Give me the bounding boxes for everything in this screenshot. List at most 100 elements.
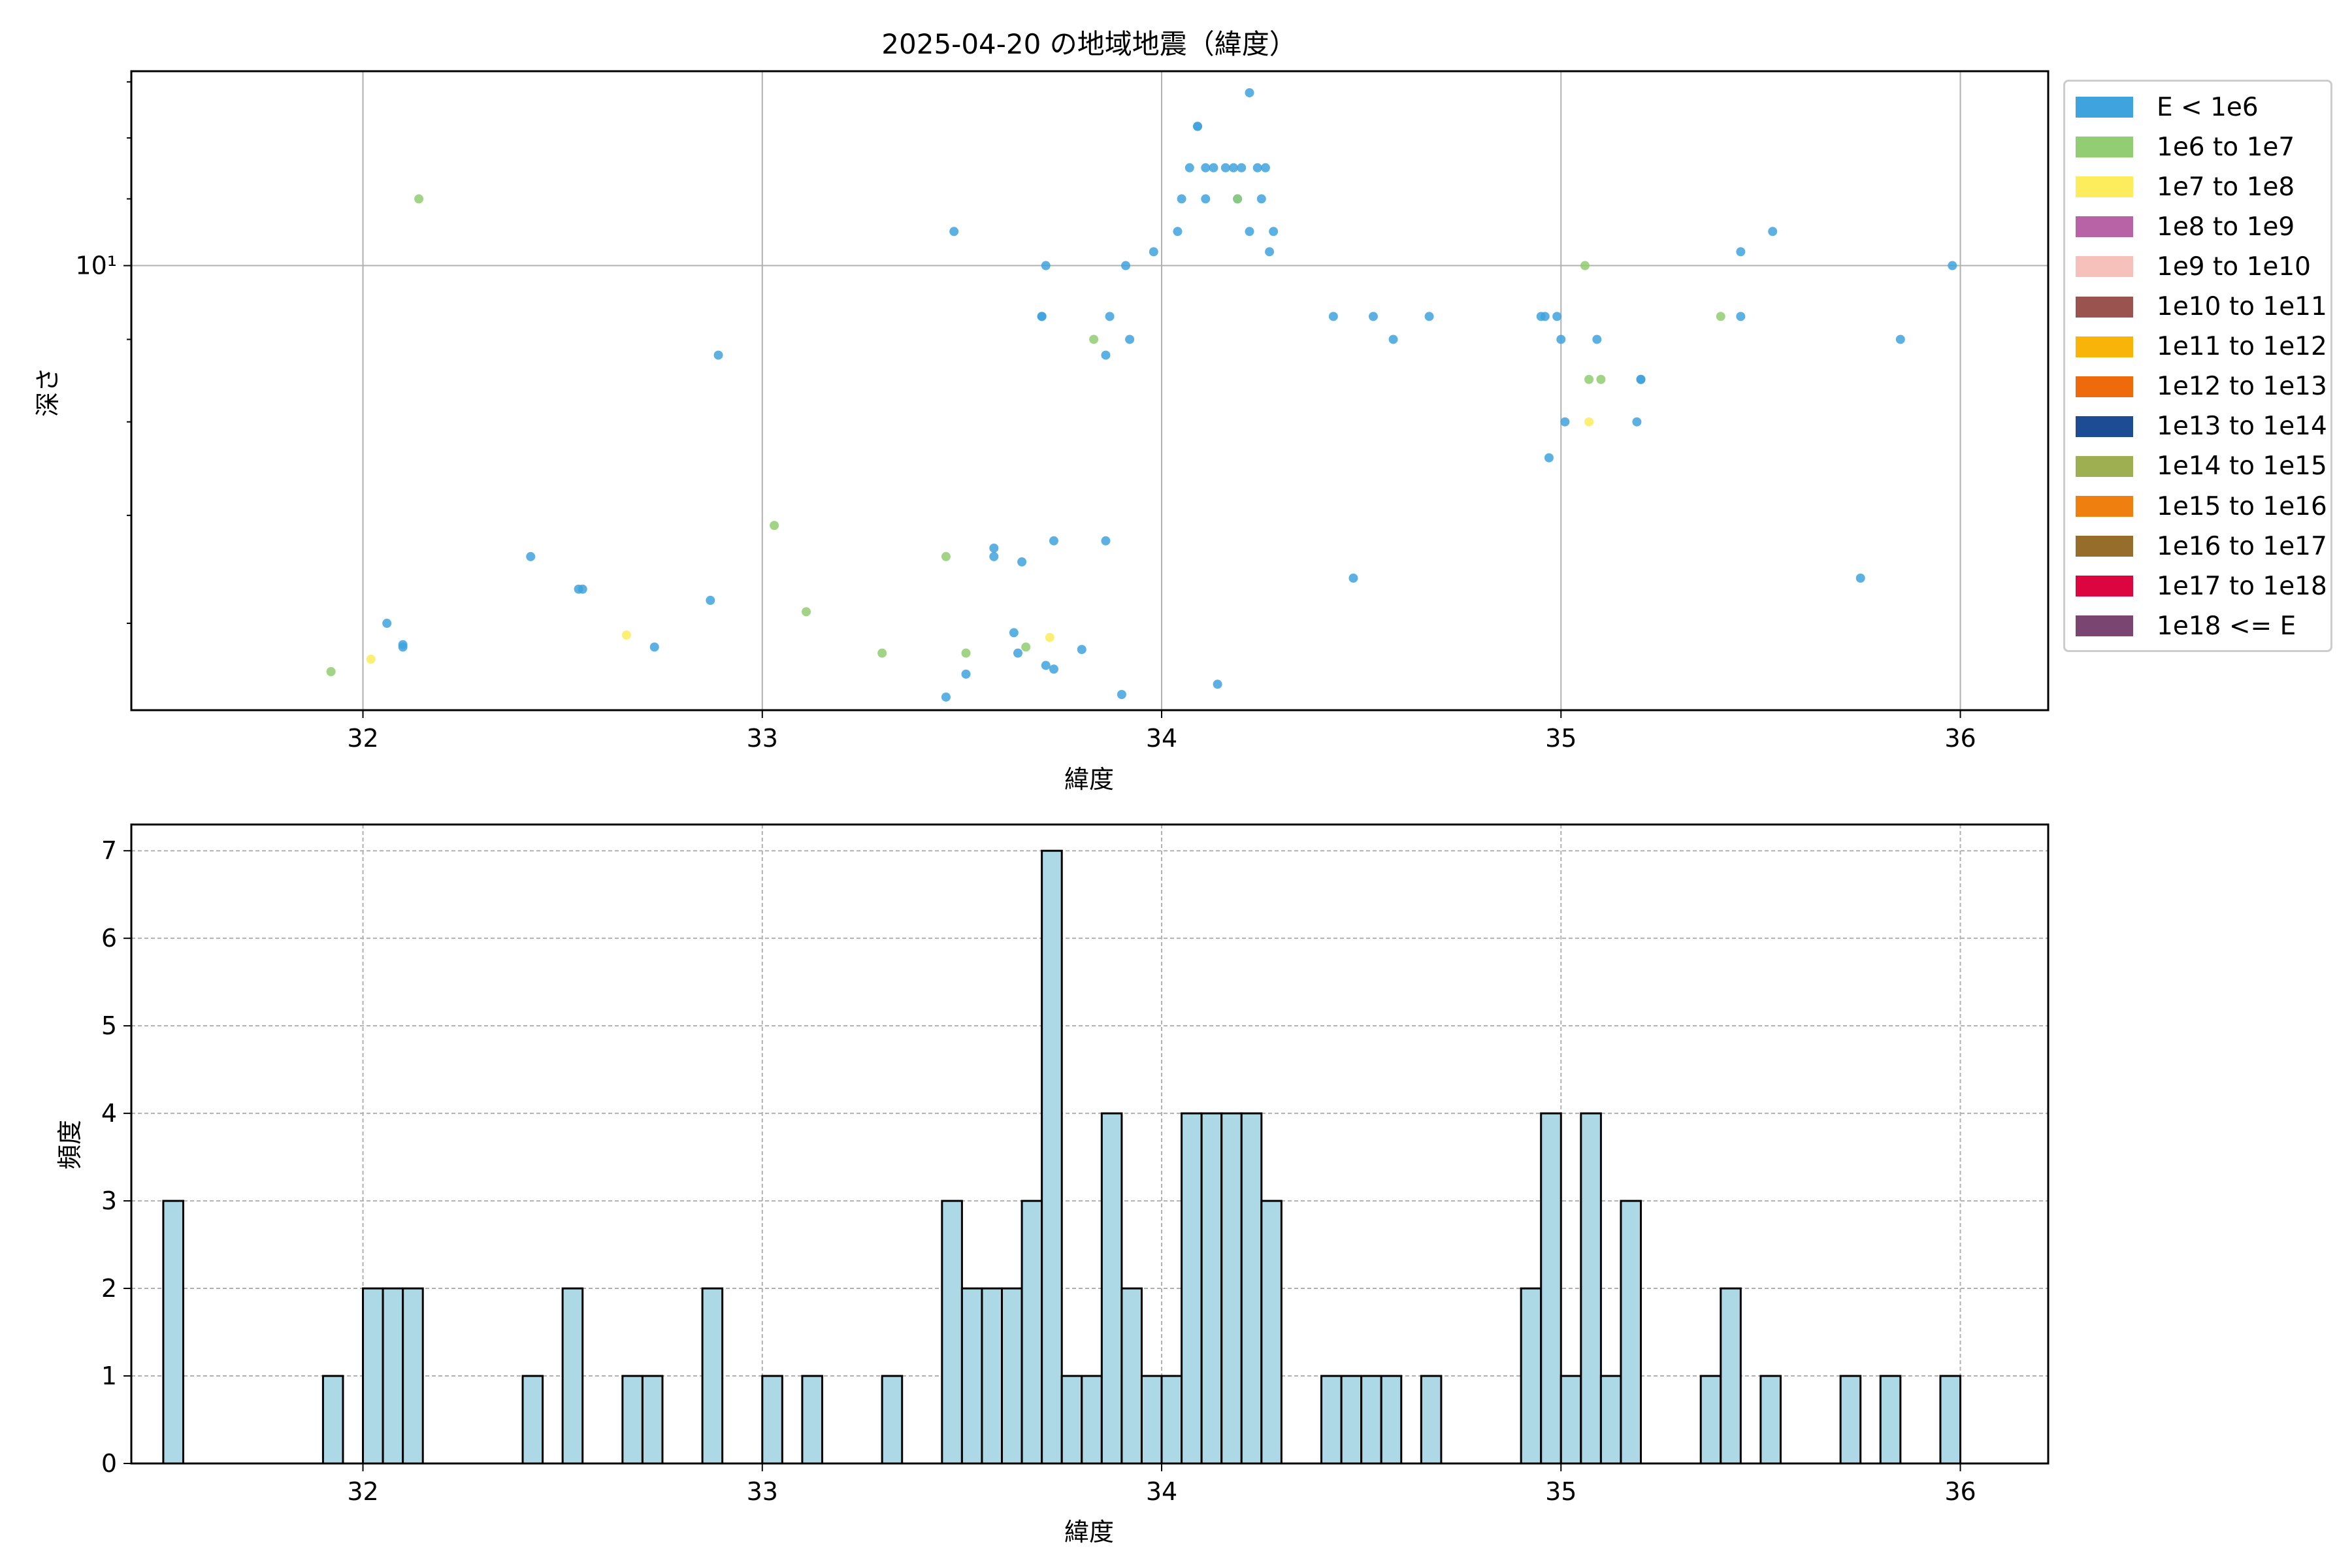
scatter-point: [526, 551, 536, 561]
scatter-point: [1636, 374, 1646, 384]
scatter-point: [1592, 335, 1602, 344]
scatter-point: [1105, 312, 1115, 321]
legend-swatch: [2076, 376, 2133, 397]
scatter-title: 2025-04-20 の地域地震（緯度）: [881, 28, 1296, 60]
legend-item: E < 1e6: [2076, 91, 2259, 123]
scatter-point: [1544, 453, 1554, 463]
legend-item: 1e7 to 1e8: [2076, 171, 2295, 203]
scatter-point: [1948, 261, 1957, 270]
histogram-bar: [1520, 1287, 1543, 1465]
histogram-y-tick-label: 6: [101, 924, 117, 953]
scatter-point: [713, 350, 723, 360]
histogram-bar: [321, 1375, 344, 1465]
legend-label: 1e18 <= E: [2157, 611, 2296, 641]
legend-item: 1e8 to 1e9: [2076, 210, 2295, 243]
scatter-point: [1368, 312, 1378, 321]
histogram-bar: [1181, 1112, 1203, 1465]
histogram-bar: [1839, 1375, 1862, 1465]
histogram-bar: [960, 1287, 983, 1465]
scatter-point: [770, 521, 779, 531]
legend-swatch: [2076, 536, 2133, 557]
legend-label: 1e12 to 1e13: [2157, 372, 2327, 402]
histogram-bar: [1380, 1375, 1403, 1465]
legend-swatch: [2076, 176, 2133, 198]
legend-item: 1e12 to 1e13: [2076, 370, 2327, 403]
scatter-x-tick-label: 34: [1146, 724, 1177, 753]
scatter-point: [1209, 163, 1218, 172]
histogram-y-tick-label: 4: [101, 1099, 117, 1128]
legend-label: 1e13 to 1e14: [2157, 412, 2327, 442]
histogram-x-tick-label: 35: [1545, 1477, 1576, 1506]
scatter-grid: [131, 71, 2048, 710]
histogram-bar: [941, 1200, 963, 1465]
legend-swatch: [2076, 496, 2133, 517]
scatter-point: [1584, 374, 1594, 384]
scatter-points: [326, 88, 1957, 702]
histogram-y-tick-label: 5: [101, 1011, 117, 1040]
histogram-y-tick-label: 3: [101, 1186, 117, 1215]
scatter-point: [398, 640, 408, 649]
legend-item: 1e11 to 1e12: [2076, 331, 2327, 363]
histogram-bar: [1220, 1112, 1243, 1465]
scatter-point: [1855, 573, 1865, 583]
scatter-point: [1009, 628, 1019, 638]
scatter-point: [877, 648, 887, 658]
scatter-point: [578, 584, 587, 594]
scatter-point: [1237, 163, 1247, 172]
histogram-bar: [1100, 1112, 1123, 1465]
scatter-point: [1125, 335, 1135, 344]
scatter-point: [1049, 536, 1058, 546]
scatter-point: [1269, 227, 1279, 237]
scatter-point: [1580, 261, 1590, 270]
legend-label: 1e7 to 1e8: [2157, 172, 2295, 202]
scatter-point: [1017, 557, 1027, 567]
scatter-point: [1041, 661, 1051, 670]
scatter-point: [1552, 312, 1562, 321]
scatter-point: [1245, 227, 1254, 237]
histogram-bar: [1120, 1287, 1143, 1465]
histogram-x-label: 緯度: [1064, 1518, 1114, 1546]
legend-item: 1e13 to 1e14: [2076, 410, 2327, 443]
histogram-bar: [981, 1287, 1004, 1465]
legend-swatch: [2076, 576, 2133, 597]
histogram-x-tick-label: 32: [347, 1477, 378, 1506]
scatter-point: [1021, 642, 1031, 652]
histogram-bar: [1340, 1375, 1363, 1465]
histogram-bar: [1620, 1200, 1642, 1465]
scatter-point: [949, 227, 959, 237]
scatter-point: [1037, 312, 1047, 321]
histogram-bar: [362, 1287, 384, 1465]
scatter-point: [1089, 335, 1099, 344]
histogram-bar: [761, 1375, 783, 1465]
scatter-point: [414, 194, 424, 204]
histogram-bar: [1001, 1287, 1023, 1465]
scatter-point: [961, 669, 971, 679]
legend-item: 1e9 to 1e10: [2076, 250, 2311, 283]
histogram-bar: [621, 1375, 644, 1465]
histogram-x-ticks: 32 33 34 35 36: [347, 1463, 1976, 1506]
scatter-x-tick-label: 33: [747, 724, 778, 753]
scatter-point: [1201, 194, 1211, 204]
scatter-point: [1233, 194, 1243, 204]
scatter-point: [1388, 335, 1398, 344]
legend-label: 1e17 to 1e18: [2157, 571, 2327, 601]
legend-label: 1e8 to 1e9: [2157, 212, 2295, 242]
legend-item: 1e6 to 1e7: [2076, 131, 2295, 163]
scatter-point: [1117, 690, 1126, 700]
histogram-y-tick-label: 2: [101, 1274, 117, 1303]
histogram-bar: [162, 1200, 184, 1465]
histogram-bar: [1021, 1200, 1043, 1465]
legend-swatch: [2076, 336, 2133, 357]
histogram-y-label: 頻度: [56, 1120, 84, 1169]
histogram-bar: [1599, 1375, 1622, 1465]
legend-label: 1e11 to 1e12: [2157, 332, 2327, 362]
scatter-point: [1252, 163, 1262, 172]
histogram-bar: [1081, 1375, 1103, 1465]
scatter-point: [1348, 573, 1358, 583]
histogram-bar: [1160, 1375, 1183, 1465]
scatter-point: [941, 692, 951, 702]
scatter-point: [326, 666, 336, 676]
scatter-point: [1041, 261, 1051, 270]
